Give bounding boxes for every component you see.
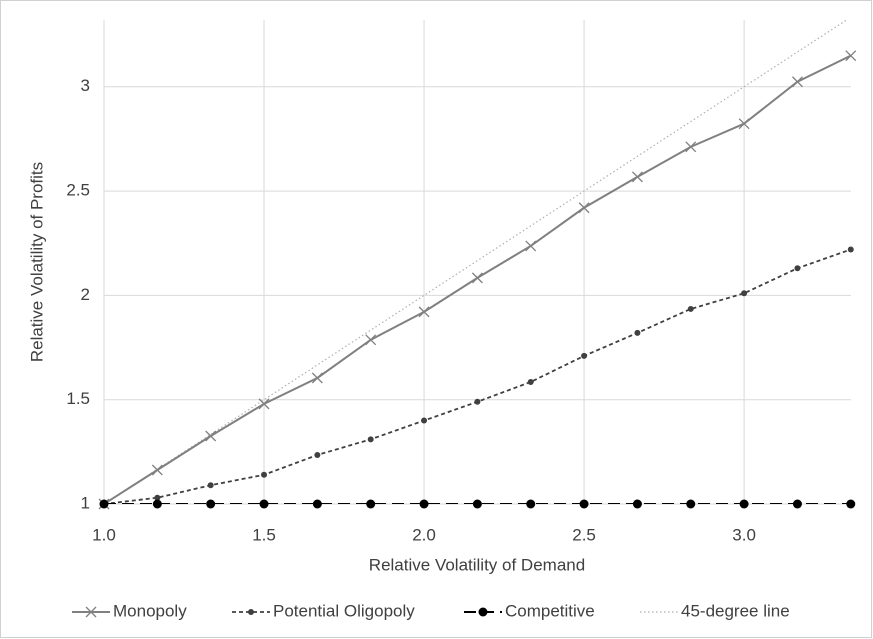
marker — [792, 499, 802, 509]
marker-stroke — [738, 118, 750, 130]
marker-stroke — [631, 171, 643, 183]
marker-stroke — [258, 398, 270, 410]
legend-label: 45-degree line — [681, 601, 790, 620]
marker — [525, 240, 537, 252]
marker-stroke — [311, 372, 323, 384]
marker — [579, 499, 589, 509]
marker — [207, 482, 214, 489]
marker — [527, 378, 534, 385]
marker — [686, 499, 696, 509]
marker — [419, 499, 429, 509]
marker — [578, 202, 590, 214]
marker — [791, 76, 803, 88]
y-tick-label: 1.5 — [66, 389, 90, 408]
y-tick-label: 3 — [81, 76, 90, 95]
marker — [206, 499, 216, 509]
marker — [154, 494, 161, 501]
marker — [366, 499, 376, 509]
marker — [474, 398, 481, 405]
marker — [738, 118, 750, 130]
y-axis-title: Relative Volatility of Profits — [27, 162, 46, 362]
x-axis-title: Relative Volatility of Demand — [369, 555, 585, 574]
marker — [631, 171, 643, 183]
marker-stroke — [791, 76, 803, 88]
marker — [581, 352, 588, 359]
marker — [472, 499, 482, 509]
legend-label: Potential Oligopoly — [273, 601, 415, 620]
x-tick-label: 2.5 — [572, 525, 596, 544]
marker-stroke — [578, 202, 590, 214]
marker — [847, 246, 854, 253]
marker — [152, 499, 162, 509]
marker-stroke — [365, 334, 377, 346]
legend-marker — [478, 607, 488, 617]
marker — [739, 499, 749, 509]
marker — [685, 141, 697, 153]
marker — [421, 417, 428, 424]
marker — [687, 305, 694, 312]
x-tick-label: 3.0 — [732, 525, 756, 544]
marker — [99, 499, 109, 509]
x-tick-label: 2.0 — [412, 525, 436, 544]
y-tick-label: 1 — [81, 493, 90, 512]
marker — [367, 436, 374, 443]
marker — [526, 499, 536, 509]
marker-stroke — [685, 141, 697, 153]
marker — [205, 430, 217, 442]
marker-stroke — [418, 306, 430, 318]
marker — [846, 499, 856, 509]
marker-stroke — [525, 240, 537, 252]
marker-stroke — [845, 50, 857, 62]
legend-label: Monopoly — [113, 601, 187, 620]
marker — [632, 499, 642, 509]
marker-stroke — [471, 272, 483, 284]
marker — [845, 50, 857, 62]
marker — [471, 272, 483, 284]
legend-marker — [248, 609, 254, 615]
marker-stroke — [205, 430, 217, 442]
marker — [634, 329, 641, 336]
marker — [259, 499, 269, 509]
marker — [418, 306, 430, 318]
marker — [258, 398, 270, 410]
marker — [794, 265, 801, 272]
marker — [261, 471, 268, 478]
marker-stroke — [151, 464, 163, 476]
marker — [311, 372, 323, 384]
marker — [314, 451, 321, 458]
marker — [741, 290, 748, 297]
legend-label: Competitive — [505, 601, 595, 620]
marker — [312, 499, 322, 509]
marker — [365, 334, 377, 346]
x-tick-label: 1.5 — [252, 525, 276, 544]
legend-marker — [85, 606, 97, 618]
marker-stroke — [85, 606, 97, 618]
y-tick-label: 2 — [81, 285, 90, 304]
x-tick-label: 1.0 — [92, 525, 116, 544]
marker — [151, 464, 163, 476]
y-tick-label: 2.5 — [66, 181, 90, 200]
